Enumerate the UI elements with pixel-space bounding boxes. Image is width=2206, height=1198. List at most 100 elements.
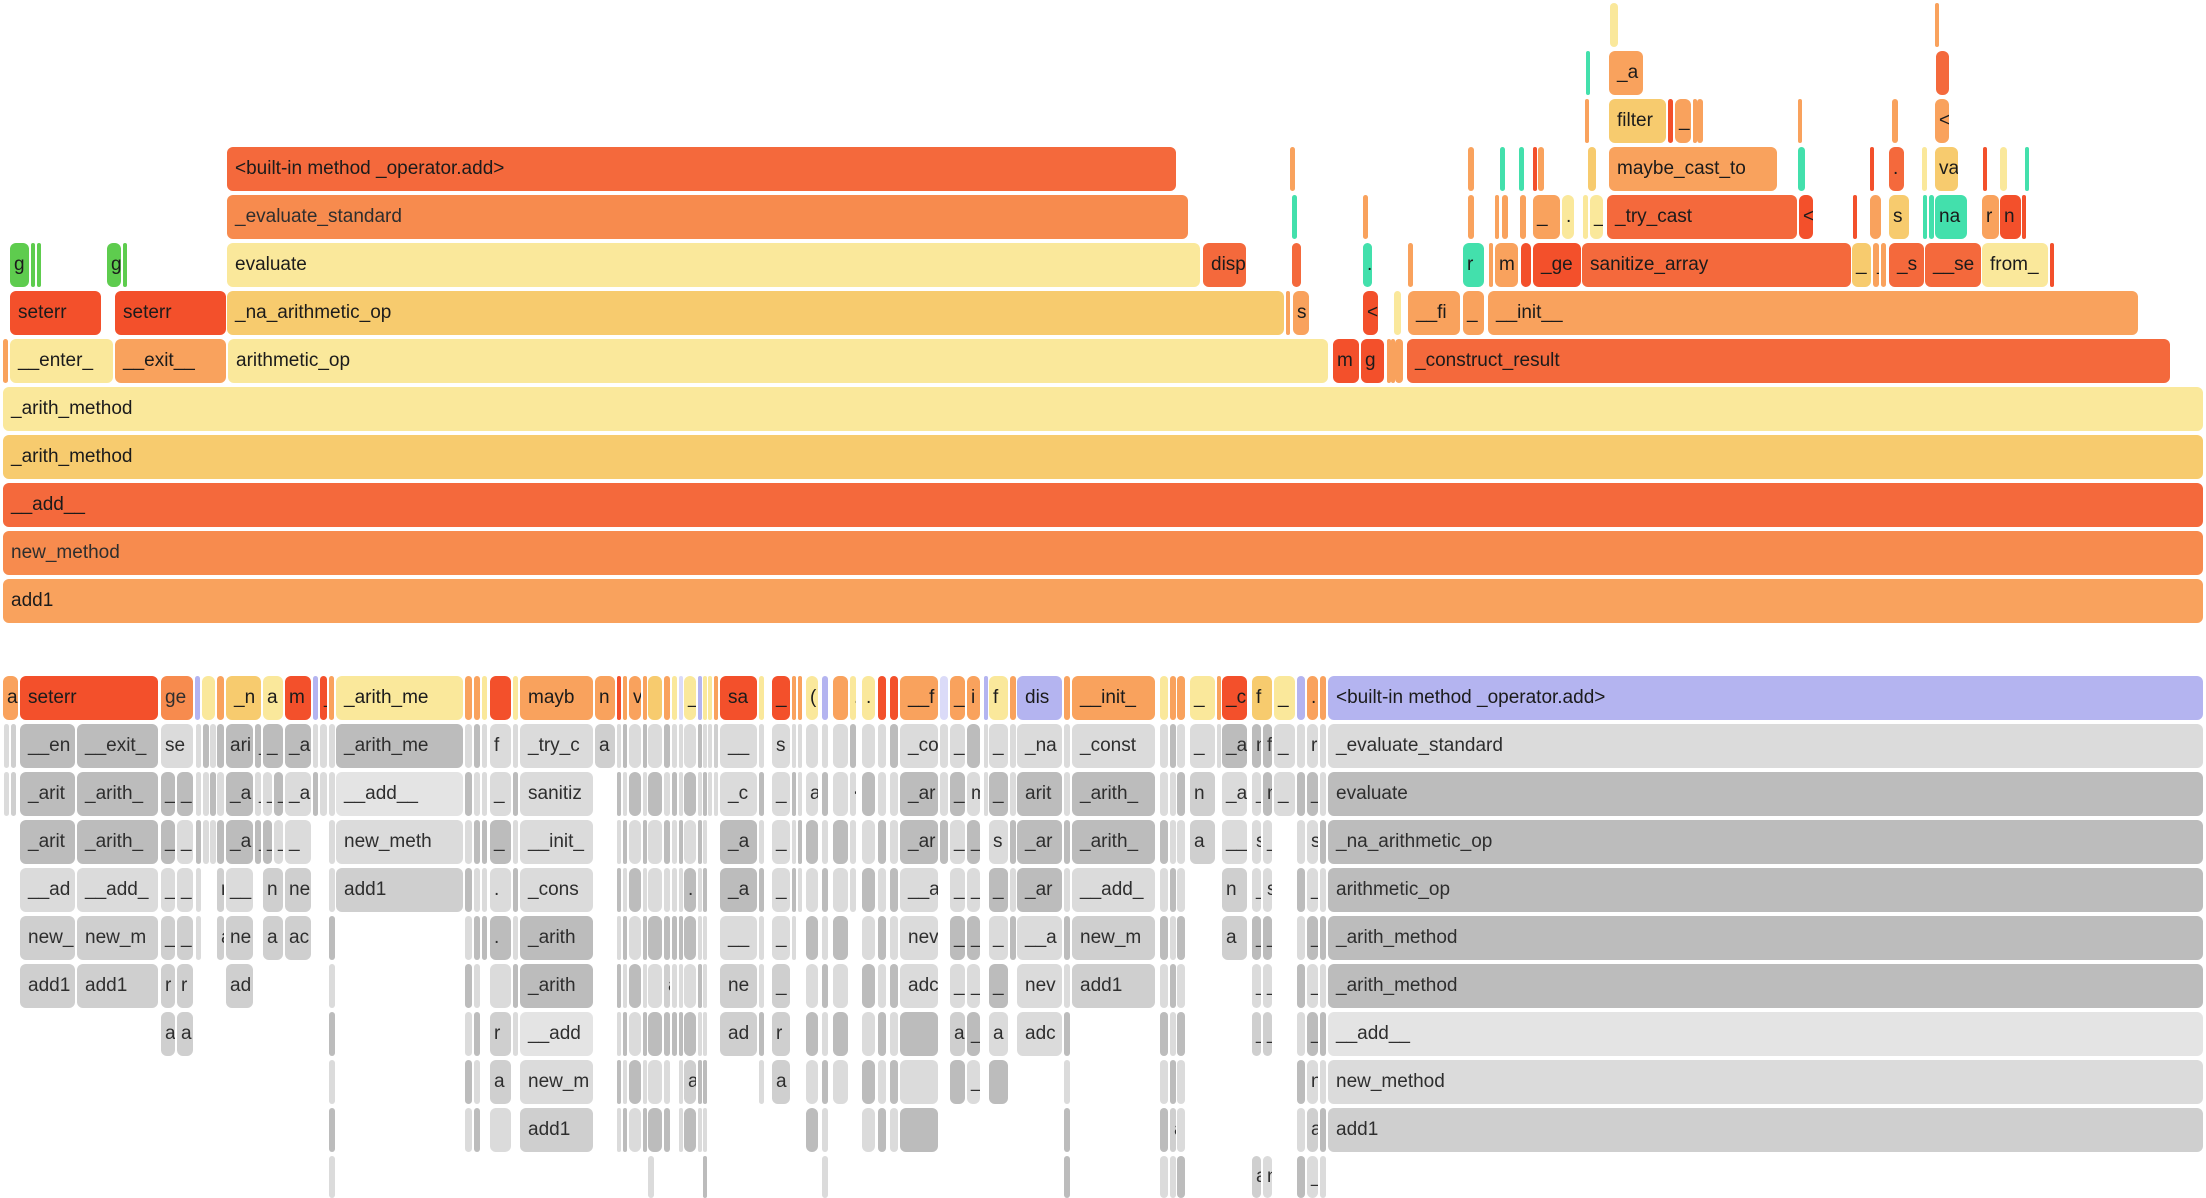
frame-sliver[interactable] bbox=[1668, 99, 1673, 143]
frame-sliver[interactable]: _ bbox=[967, 1012, 980, 1056]
frame-sliver[interactable] bbox=[648, 1060, 662, 1104]
frame-sliver[interactable] bbox=[648, 868, 662, 912]
frame-sliver[interactable]: _ bbox=[989, 916, 1008, 960]
frame-sliver[interactable] bbox=[623, 1108, 627, 1152]
frame-sliver[interactable] bbox=[878, 964, 886, 1008]
frame-arit[interactable]: _arit bbox=[20, 772, 75, 816]
frame-sliver[interactable] bbox=[474, 772, 480, 816]
frame-sliver[interactable] bbox=[1495, 195, 1499, 239]
frame-sliver[interactable] bbox=[1297, 1060, 1305, 1104]
frame-new[interactable]: new_ bbox=[20, 916, 75, 960]
frame-sliver[interactable]: . bbox=[862, 676, 875, 720]
frame-sliver[interactable] bbox=[1170, 868, 1176, 912]
frame-sliver[interactable] bbox=[648, 916, 662, 960]
frame-sliver[interactable] bbox=[890, 772, 898, 816]
frame-sliver[interactable] bbox=[1177, 820, 1185, 864]
frame-sliver[interactable] bbox=[822, 724, 828, 768]
frame-a[interactable]: a bbox=[772, 1060, 790, 1104]
frame-sliver[interactable] bbox=[1320, 1156, 1326, 1198]
frame-sliver[interactable] bbox=[617, 676, 621, 720]
frame-i[interactable]: i bbox=[967, 676, 980, 720]
frame-sliver[interactable] bbox=[792, 676, 796, 720]
frame-sliver[interactable] bbox=[1177, 1156, 1185, 1198]
frame-sliver[interactable] bbox=[474, 868, 480, 912]
frame-sliver[interactable] bbox=[833, 868, 848, 912]
frame-sliver[interactable] bbox=[1064, 868, 1070, 912]
frame-sliver[interactable] bbox=[1585, 99, 1589, 143]
frame-r[interactable]: r bbox=[161, 964, 175, 1008]
frame-sliver[interactable] bbox=[320, 772, 327, 816]
frame-sliver[interactable]: _ bbox=[772, 820, 790, 864]
frame-ge[interactable]: ge bbox=[161, 676, 193, 720]
frame-sliver[interactable]: . bbox=[1307, 676, 1318, 720]
frame-sliver[interactable] bbox=[806, 916, 818, 960]
frame-sliver[interactable]: _ bbox=[1873, 243, 1879, 287]
frame-a[interactable]: a bbox=[177, 1012, 193, 1056]
frame-sliver[interactable]: _ bbox=[950, 676, 965, 720]
frame-sliver[interactable] bbox=[4, 772, 9, 816]
frame-n[interactable]: n bbox=[1190, 772, 1215, 816]
frame-sliver[interactable] bbox=[1160, 1108, 1168, 1152]
frame-sliver[interactable] bbox=[217, 772, 224, 816]
frame-arith-method[interactable]: _arith_method bbox=[3, 435, 2203, 479]
frame-sliver[interactable] bbox=[900, 1012, 938, 1056]
frame-s[interactable]: s bbox=[1307, 820, 1318, 864]
frame-sliver[interactable]: _ bbox=[967, 1060, 980, 1104]
frame-ad[interactable]: ad bbox=[226, 964, 253, 1008]
frame-f[interactable]: f bbox=[490, 724, 511, 768]
frame-sliver[interactable] bbox=[482, 772, 487, 816]
frame-sliver[interactable]: _ bbox=[1533, 195, 1560, 239]
frame-sliver[interactable] bbox=[1297, 1012, 1305, 1056]
frame-a[interactable]: a bbox=[1307, 1108, 1318, 1152]
frame-sliver[interactable] bbox=[195, 676, 200, 720]
frame-sliver[interactable] bbox=[210, 724, 216, 768]
frame-sliver[interactable] bbox=[967, 724, 980, 768]
frame-sliver[interactable] bbox=[862, 916, 875, 960]
frame-a[interactable]: a bbox=[1190, 820, 1215, 864]
frame-sliver[interactable] bbox=[329, 676, 334, 720]
frame-g[interactable]: g bbox=[107, 243, 121, 287]
frame-sliver[interactable] bbox=[1217, 724, 1221, 768]
frame-sliver[interactable] bbox=[513, 820, 518, 864]
frame-sliver[interactable] bbox=[679, 1108, 683, 1152]
frame-sliver[interactable] bbox=[203, 724, 209, 768]
frame-sliver[interactable] bbox=[806, 1060, 818, 1104]
frame-sliver[interactable] bbox=[1064, 772, 1070, 816]
frame-sliver[interactable] bbox=[196, 772, 201, 816]
frame-sliver[interactable]: _ bbox=[274, 772, 283, 816]
frame-sliver[interactable] bbox=[664, 868, 670, 912]
frame-exit[interactable]: __exit__ bbox=[115, 339, 226, 383]
frame-sliver[interactable] bbox=[703, 820, 707, 864]
frame-sliver[interactable] bbox=[465, 868, 472, 912]
frame-sliver[interactable] bbox=[623, 1060, 627, 1104]
frame-sliver[interactable] bbox=[648, 1108, 662, 1152]
frame-sliver[interactable]: _ bbox=[772, 676, 790, 720]
frame-sliver[interactable] bbox=[759, 1012, 764, 1056]
frame-g[interactable]: g bbox=[10, 243, 29, 287]
frame-sliver[interactable] bbox=[1320, 724, 1326, 768]
frame-sliver[interactable]: _ bbox=[1263, 820, 1272, 864]
frame-sliver[interactable]: _ bbox=[772, 772, 790, 816]
frame-sliver[interactable] bbox=[474, 676, 480, 720]
frame-sliver[interactable] bbox=[798, 868, 802, 912]
frame-sliver[interactable] bbox=[822, 916, 828, 960]
frame-arith-method[interactable]: _arith_method bbox=[1328, 964, 2203, 1008]
frame-sliver[interactable] bbox=[629, 772, 641, 816]
frame-sliver[interactable] bbox=[1160, 676, 1168, 720]
frame-sliver[interactable] bbox=[623, 964, 627, 1008]
frame-arith[interactable]: _arith bbox=[520, 916, 593, 960]
frame-sliver[interactable] bbox=[217, 676, 224, 720]
frame-sliver[interactable] bbox=[698, 1012, 702, 1056]
frame-sliver[interactable] bbox=[833, 916, 848, 960]
frame-sliver[interactable] bbox=[196, 868, 201, 912]
frame-seterr[interactable]: seterr bbox=[20, 676, 158, 720]
frame-sliver[interactable] bbox=[862, 868, 875, 912]
frame-ari[interactable]: ari bbox=[226, 724, 253, 768]
frame-sliver[interactable] bbox=[1610, 3, 1618, 47]
frame-sliver[interactable] bbox=[474, 1108, 480, 1152]
frame-sliver[interactable] bbox=[890, 676, 898, 720]
frame-sliver[interactable] bbox=[1533, 147, 1537, 191]
frame-sliver[interactable] bbox=[617, 724, 621, 768]
frame-sliver[interactable] bbox=[890, 820, 898, 864]
frame-sanitize-array[interactable]: sanitize_array bbox=[1582, 243, 1851, 287]
